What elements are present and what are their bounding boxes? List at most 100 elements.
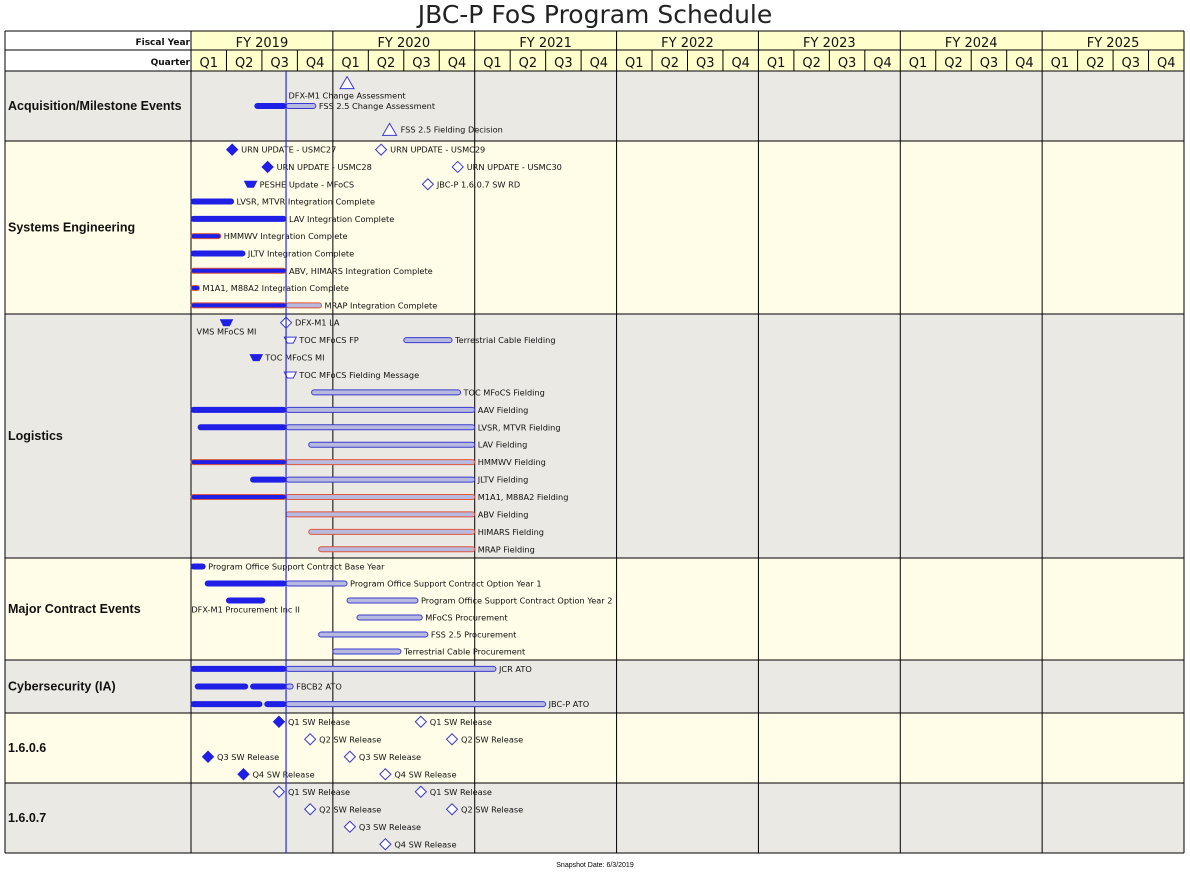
milestone-diamond bbox=[374, 143, 388, 156]
milestone-diamond bbox=[451, 160, 464, 174]
task-bar bbox=[190, 459, 287, 466]
item-label: Program Office Support Contract Option Y… bbox=[350, 579, 542, 589]
item-label: MRAP Fielding bbox=[478, 544, 535, 554]
chart-title: JBC-P FoS Program Schedule bbox=[417, 0, 773, 29]
item-label: M1A1, M88A2 Fielding bbox=[478, 492, 569, 502]
milestone-triangle bbox=[381, 122, 398, 136]
fiscal-year-label: Fiscal Year bbox=[135, 38, 190, 48]
milestone-diamond bbox=[379, 768, 392, 781]
task-bar bbox=[285, 683, 294, 690]
task-bar bbox=[190, 406, 287, 413]
item-label: TOC MFoCS MI bbox=[264, 353, 324, 363]
task-bar bbox=[190, 267, 287, 274]
item-label: FSS 2.5 Fielding Decision bbox=[401, 124, 503, 134]
item-label: LVSR, MTVR Fielding bbox=[478, 422, 561, 432]
section-band bbox=[5, 558, 1184, 660]
task-bar bbox=[356, 614, 423, 621]
task-bar bbox=[190, 494, 287, 500]
task-bar bbox=[190, 563, 206, 570]
item-label: JLTV Integration Complete bbox=[247, 248, 354, 258]
section-label: Acquisition/Milestone Events bbox=[8, 99, 182, 113]
item-label: ABV, HIMARS Integration Complete bbox=[289, 266, 433, 276]
quarter-tick-label: Q2 bbox=[1086, 56, 1105, 71]
milestone-trapezoid bbox=[249, 354, 264, 362]
task-bar bbox=[250, 683, 287, 690]
quarter-tick-label: Q1 bbox=[483, 56, 502, 71]
quarter-tick-label: Q4 bbox=[1157, 56, 1176, 71]
fiscal-year-label-2: FY 2021 bbox=[519, 36, 572, 51]
task-bar bbox=[285, 701, 547, 708]
snapshot-date: Snapshot Date: 6/3/2019 bbox=[556, 862, 634, 869]
section-label: 1.6.0.7 bbox=[8, 811, 46, 825]
fiscal-year-label-0: FY 2019 bbox=[236, 36, 289, 51]
item-label: URN UPDATE - USMC28 bbox=[277, 162, 372, 172]
item-label: DFX-M1 Change Assessment bbox=[288, 91, 406, 101]
milestone-triangle bbox=[339, 75, 355, 90]
section-band bbox=[5, 71, 1184, 141]
milestone-diamond bbox=[414, 715, 428, 728]
task-bar bbox=[285, 459, 476, 466]
quarter-tick-label: Q4 bbox=[590, 56, 609, 71]
item-label: HIMARS Fielding bbox=[478, 527, 544, 537]
quarter-tick-label: Q1 bbox=[909, 56, 928, 71]
quarter-label: Quarter bbox=[151, 58, 191, 68]
item-label: Terrestrial Cable Fielding bbox=[454, 335, 556, 345]
milestone-diamond bbox=[445, 803, 459, 816]
item-label: Terrestrial Cable Procurement bbox=[403, 647, 526, 657]
item-label: LAV Fielding bbox=[478, 440, 528, 450]
header-label-cell bbox=[5, 31, 191, 71]
item-label: JLTV Fielding bbox=[477, 475, 529, 485]
item-label: Q4 SW Release bbox=[394, 769, 456, 779]
item-label: Q2 SW Release bbox=[461, 804, 523, 814]
quarter-tick-label: Q3 bbox=[554, 56, 573, 71]
item-label: FSS 2.5 Change Assessment bbox=[319, 101, 436, 111]
section-band bbox=[5, 314, 1184, 558]
section-band bbox=[5, 713, 1184, 783]
task-bar bbox=[308, 441, 476, 448]
task-bar bbox=[264, 701, 287, 708]
quarter-tick-label: Q3 bbox=[696, 56, 715, 71]
task-bar bbox=[190, 665, 287, 672]
section-band bbox=[5, 660, 1184, 713]
item-label: HMMWV Fielding bbox=[478, 457, 546, 467]
quarter-tick-label: Q2 bbox=[944, 56, 963, 71]
item-label: MFoCS Procurement bbox=[425, 613, 508, 623]
milestone-diamond bbox=[303, 803, 317, 816]
task-bar bbox=[311, 389, 462, 396]
task-bar bbox=[285, 580, 348, 587]
task-bar bbox=[285, 406, 476, 413]
quarter-tick-label: Q1 bbox=[767, 56, 786, 71]
task-bar bbox=[254, 103, 287, 109]
quarter-tick-label: Q1 bbox=[625, 56, 644, 71]
item-label: URN UPDATE - USMC27 bbox=[241, 145, 336, 155]
task-bar bbox=[285, 665, 497, 672]
milestone-diamond bbox=[379, 838, 392, 851]
task-bar bbox=[285, 302, 323, 309]
milestone-diamond bbox=[445, 733, 459, 746]
milestone-diamond bbox=[272, 785, 286, 798]
item-label: JCR ATO bbox=[498, 664, 532, 674]
milestone-diamond bbox=[201, 750, 215, 763]
item-label: DFX-M1 LA bbox=[295, 318, 340, 328]
quarter-tick-label: Q2 bbox=[661, 56, 680, 71]
quarter-tick-label: Q4 bbox=[1015, 56, 1034, 71]
item-label: Q2 SW Release bbox=[319, 734, 381, 744]
milestone-diamond bbox=[343, 750, 357, 763]
quarter-tick-label: Q2 bbox=[235, 56, 254, 71]
item-label: MRAP Integration Complete bbox=[325, 300, 438, 310]
item-label: Q1 SW Release bbox=[288, 787, 350, 797]
quarter-tick-label: Q3 bbox=[980, 56, 999, 71]
task-bar bbox=[190, 701, 263, 708]
fiscal-year-label-1: FY 2020 bbox=[377, 36, 430, 51]
item-label: TOC MFoCS FP bbox=[298, 335, 358, 345]
item-label: VMS MFoCS MI bbox=[196, 327, 256, 337]
item-label: TOC MFoCS Fielding bbox=[463, 387, 545, 397]
item-label: Q3 SW Release bbox=[359, 752, 421, 762]
milestone-trapezoid bbox=[243, 180, 258, 188]
item-label: TOC MFoCS Fielding Message bbox=[298, 370, 419, 380]
item-label: Q4 SW Release bbox=[394, 839, 456, 849]
task-bar bbox=[285, 103, 317, 109]
item-label: Q3 SW Release bbox=[217, 752, 279, 762]
item-label: Q2 SW Release bbox=[461, 734, 523, 744]
